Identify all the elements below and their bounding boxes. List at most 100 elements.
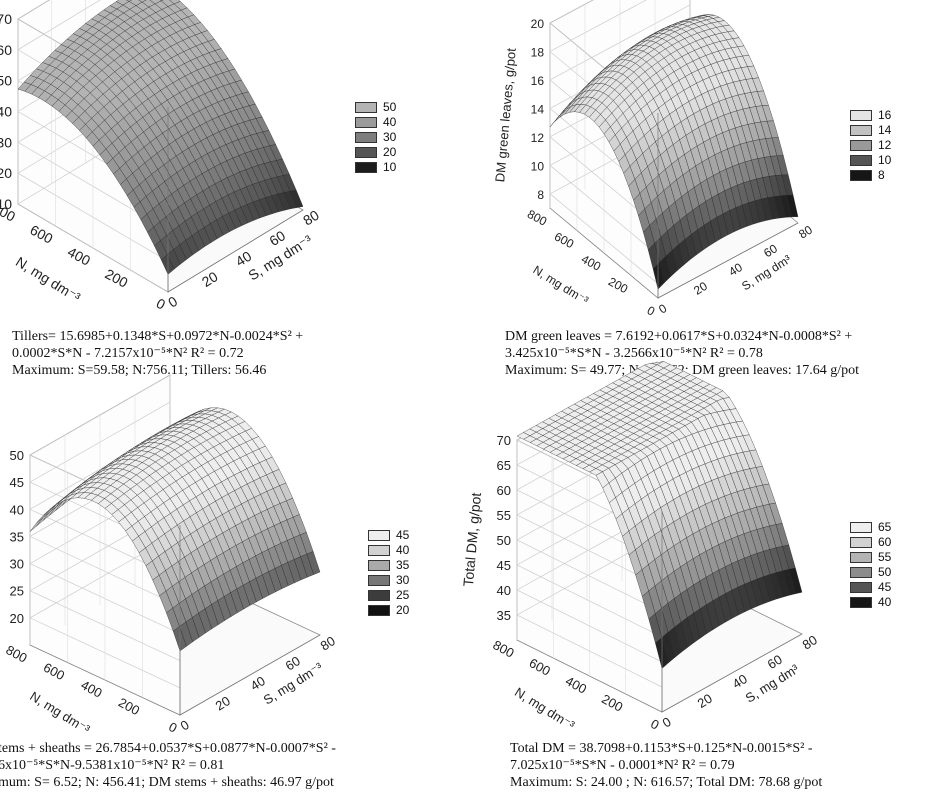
green-leaves-caption: DM green leaves = 7.6192+0.0617*S+0.0324… bbox=[505, 328, 859, 379]
legend-swatch bbox=[355, 161, 377, 173]
s-tick-label: 20 bbox=[691, 279, 710, 298]
n-tick-label: 0 bbox=[166, 719, 179, 736]
legend-item: 20 bbox=[368, 603, 409, 617]
legend-item: 40 bbox=[850, 595, 891, 609]
legend-label: 45 bbox=[878, 580, 892, 594]
tillers-equation-line-1: Tillers= 15.6985+0.1348*S+0.0972*N-0.002… bbox=[12, 329, 304, 344]
s-tick-label: 20 bbox=[213, 693, 233, 713]
legend-item: 12 bbox=[850, 138, 891, 152]
s-tick-label: 40 bbox=[233, 248, 255, 270]
green-leaves-equation-line-2: 3.425x10⁻⁵*S*N - 3.2566x10⁻⁵*N² R² = 0.7… bbox=[505, 346, 763, 361]
legend-label: 12 bbox=[878, 138, 892, 152]
legend-label: 40 bbox=[396, 543, 410, 557]
legend-swatch bbox=[850, 521, 872, 533]
z-tick-label: 50 bbox=[497, 533, 511, 548]
z-tick-label: 8 bbox=[537, 188, 544, 202]
stems-sheaths-maximum-line: mum: S= 6.52; N: 456.41; DM stems + shea… bbox=[0, 775, 334, 790]
green-leaves-surface-plot: 8 10 12 14 16 18 20 DM green leaves, g/pot 0 20 40… bbox=[480, 0, 947, 319]
legend-item: 45 bbox=[850, 580, 891, 594]
n-tick-label: 400 bbox=[563, 673, 589, 696]
s-tick-label: 0 bbox=[656, 301, 669, 317]
n-tick-label: 800 bbox=[490, 637, 516, 660]
legend-item: 14 bbox=[850, 123, 891, 137]
legend-swatch bbox=[850, 154, 872, 166]
legend-label: 50 bbox=[383, 100, 397, 114]
n-tick-label: 600 bbox=[527, 655, 553, 678]
z-tick-label: 70 bbox=[0, 11, 12, 27]
legend-label: 40 bbox=[383, 115, 397, 129]
response-surface bbox=[17, 0, 304, 275]
response-surface bbox=[516, 361, 803, 669]
legend-item: 10 bbox=[850, 153, 891, 167]
legend-label: 20 bbox=[383, 145, 397, 159]
s-tick-label: 40 bbox=[248, 673, 268, 693]
z-tick-label: 12 bbox=[531, 131, 545, 145]
s-tick-label: 60 bbox=[283, 653, 303, 673]
legend-label: 25 bbox=[396, 588, 410, 602]
s-tick-label: 0 bbox=[165, 293, 180, 311]
n-tick-label: 600 bbox=[41, 660, 67, 683]
legend-item: 55 bbox=[850, 550, 891, 564]
green-leaves-surface-svg: 8 10 12 14 16 18 20 DM green leaves, g/pot 0 20 40… bbox=[492, 0, 815, 319]
n-tick-label: 600 bbox=[27, 222, 55, 247]
s-tick-label: 60 bbox=[266, 227, 288, 249]
legend-label: 55 bbox=[878, 550, 892, 564]
legend-item: 16 bbox=[850, 108, 891, 122]
legend-item: 30 bbox=[355, 130, 396, 144]
z-tick-label: 20 bbox=[531, 17, 545, 31]
z-tick-label: 40 bbox=[0, 104, 12, 120]
z-tick-label: 30 bbox=[0, 134, 12, 150]
z-tick-label: 60 bbox=[497, 483, 511, 498]
response-surface bbox=[549, 14, 799, 290]
s-tick-label: 80 bbox=[318, 633, 338, 653]
z-tick-label: 50 bbox=[0, 73, 12, 89]
legend-swatch bbox=[850, 139, 872, 151]
s-tick-label: 60 bbox=[765, 652, 785, 672]
tillers-legend: 50 40 30 20 10 bbox=[355, 100, 396, 175]
legend-item: 8 bbox=[850, 168, 891, 182]
legend-item: 50 bbox=[850, 565, 891, 579]
legend-label: 10 bbox=[383, 160, 397, 174]
z-tick-label: 40 bbox=[497, 583, 511, 598]
legend-swatch bbox=[355, 116, 377, 128]
z-tick-label: 40 bbox=[10, 502, 24, 517]
n-tick-label: 800 bbox=[3, 642, 29, 665]
n-axis-label: N, mg dm⁻³ bbox=[27, 688, 93, 737]
box-front-edges bbox=[167, 107, 304, 293]
stems-sheaths-legend: 45 40 35 30 25 20 bbox=[368, 528, 409, 618]
stems-sheaths-caption: tems + sheaths = 26.7854+0.0537*S+0.0877… bbox=[0, 740, 336, 791]
tillers-caption: Tillers= 15.6985+0.1348*S+0.0972*N-0.002… bbox=[12, 328, 303, 379]
total-dm-maximum-line: Maximum: S: 24.00 ; N: 616.57; Total DM:… bbox=[510, 775, 823, 790]
n-tick-label: 200 bbox=[606, 274, 631, 296]
legend-item: 35 bbox=[368, 558, 409, 572]
s-tick-label: 0 bbox=[178, 717, 192, 734]
s-tick-label: 20 bbox=[199, 268, 221, 290]
legend-swatch bbox=[850, 581, 872, 593]
n-axis-label: N, mg dm⁻³ bbox=[512, 684, 578, 733]
legend-swatch bbox=[368, 544, 390, 556]
legend-swatch bbox=[355, 101, 377, 113]
stems-sheaths-equation-line-2: 6x10⁻⁵*S*N-9.5381x10⁻⁵*N² R² = 0.81 bbox=[0, 758, 225, 773]
legend-label: 10 bbox=[878, 153, 892, 167]
legend-swatch bbox=[850, 109, 872, 121]
n-tick-label: 0 bbox=[648, 716, 661, 733]
legend-swatch bbox=[368, 589, 390, 601]
n-tick-label: 0 bbox=[154, 295, 169, 313]
legend-item: 30 bbox=[368, 573, 409, 587]
legend-swatch bbox=[850, 169, 872, 181]
legend-swatch bbox=[368, 559, 390, 571]
legend-swatch bbox=[850, 596, 872, 608]
n-tick-label: 400 bbox=[65, 244, 93, 269]
z-tick-label: 45 bbox=[10, 475, 24, 490]
n-tick-label: 400 bbox=[78, 677, 104, 700]
surface-cell bbox=[138, 0, 147, 3]
z-axis-label: DM green leaves, g/pot bbox=[492, 47, 519, 183]
n-tick-label: 200 bbox=[599, 691, 625, 714]
tillers-surface-svg: 10203040506070Tillers020406080S, mg dm⁻³… bbox=[0, 0, 322, 313]
total-dm-equation-line-1: Total DM = 38.7098+0.1153*S+0.125*N-0.00… bbox=[510, 741, 813, 756]
legend-item: 40 bbox=[368, 543, 409, 557]
legend-swatch bbox=[368, 604, 390, 616]
n-tick-label: 400 bbox=[579, 252, 604, 274]
surface-cell bbox=[652, 262, 665, 290]
